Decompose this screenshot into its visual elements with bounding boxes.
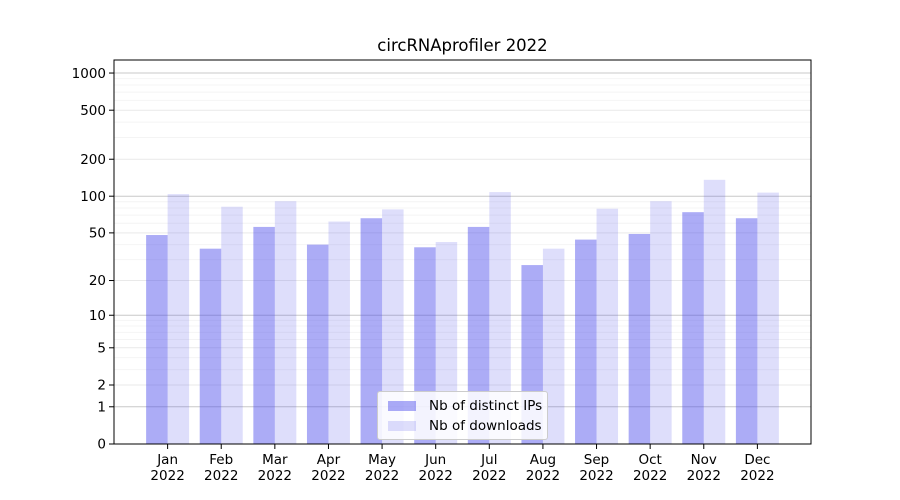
legend-row: Nb of downloads <box>386 417 542 434</box>
x-tick-label: 2022 <box>258 468 292 484</box>
x-tick-label: Feb <box>209 452 233 468</box>
y-tick-label: 0 <box>97 437 106 453</box>
bar-nb-of-distinct-ips-10 <box>682 212 704 444</box>
bar-nb-of-distinct-ips-6 <box>467 226 490 444</box>
bar-nb-of-distinct-ips-8 <box>575 239 597 444</box>
bar-nb-of-downloads-3 <box>328 221 350 444</box>
y-tick-label: 10 <box>89 308 106 324</box>
x-tick-label: Sep <box>584 452 609 468</box>
legend-row: Nb of distinct IPs <box>386 397 543 414</box>
x-tick-label: 2022 <box>150 468 184 484</box>
x-tick-label: Jun <box>424 452 446 468</box>
x-tick-label: 2022 <box>526 468 560 484</box>
legend-label: Nb of distinct IPs <box>429 397 543 414</box>
y-tick-label: 1000 <box>72 66 106 82</box>
x-tick-label: 2022 <box>419 468 453 484</box>
x-tick-label: Apr <box>317 452 341 468</box>
x-tick-label: Oct <box>638 452 661 468</box>
y-tick-label: 1 <box>97 400 106 416</box>
x-tick-label: May <box>368 452 396 468</box>
bar-nb-of-downloads-1 <box>221 206 243 444</box>
x-tick-label: Mar <box>262 452 288 468</box>
bar-nb-of-distinct-ips-11 <box>735 218 758 444</box>
legend-swatch <box>388 420 416 431</box>
x-tick-label: 2022 <box>365 468 399 484</box>
legend: Nb of distinct IPs Nb of downloads <box>377 391 548 440</box>
y-tick-label: 2 <box>97 378 106 394</box>
x-tick-label: 2022 <box>311 468 345 484</box>
bar-nb-of-downloads-6 <box>489 192 511 444</box>
bar-nb-of-downloads-4 <box>382 209 404 444</box>
bar-nb-of-distinct-ips-4 <box>360 218 383 444</box>
bar-nb-of-distinct-ips-1 <box>199 248 222 444</box>
bar-nb-of-downloads-2 <box>274 201 297 444</box>
y-tick-label: 100 <box>80 189 106 205</box>
x-tick-label: Jan <box>156 452 178 468</box>
x-tick-label: 2022 <box>472 468 506 484</box>
bar-nb-of-distinct-ips-0 <box>146 235 168 444</box>
x-tick-label: 2022 <box>740 468 774 484</box>
y-tick-label: 5 <box>97 341 106 357</box>
x-tick-label: Dec <box>744 452 770 468</box>
x-tick-label: 2022 <box>579 468 613 484</box>
bar-nb-of-downloads-9 <box>650 201 672 444</box>
bar-nb-of-distinct-ips-2 <box>253 226 275 444</box>
bar-nb-of-downloads-0 <box>167 194 190 444</box>
x-tick-label: 2022 <box>204 468 238 484</box>
x-tick-label: 2022 <box>687 468 721 484</box>
x-tick-label: Aug <box>530 452 556 468</box>
y-tick-label: 200 <box>80 152 106 168</box>
x-tick-label: Jul <box>480 452 497 468</box>
bar-nb-of-downloads-8 <box>596 208 619 444</box>
bar-nb-of-downloads-7 <box>542 248 565 444</box>
bar-nb-of-distinct-ips-3 <box>306 244 329 444</box>
legend-swatch <box>388 400 416 411</box>
plot-border <box>113 59 812 445</box>
bar-nb-of-distinct-ips-9 <box>628 233 651 444</box>
bar-nb-of-downloads-11 <box>757 192 779 444</box>
y-tick-label: 50 <box>89 226 106 242</box>
x-tick-label: Nov <box>691 452 717 468</box>
legend-label: Nb of downloads <box>429 417 542 434</box>
bar-nb-of-downloads-10 <box>703 179 726 445</box>
chart-title: circRNAprofiler 2022 <box>377 36 548 55</box>
y-tick-label: 20 <box>89 273 106 289</box>
y-tick-label: 500 <box>80 103 106 119</box>
x-tick-label: 2022 <box>633 468 667 484</box>
